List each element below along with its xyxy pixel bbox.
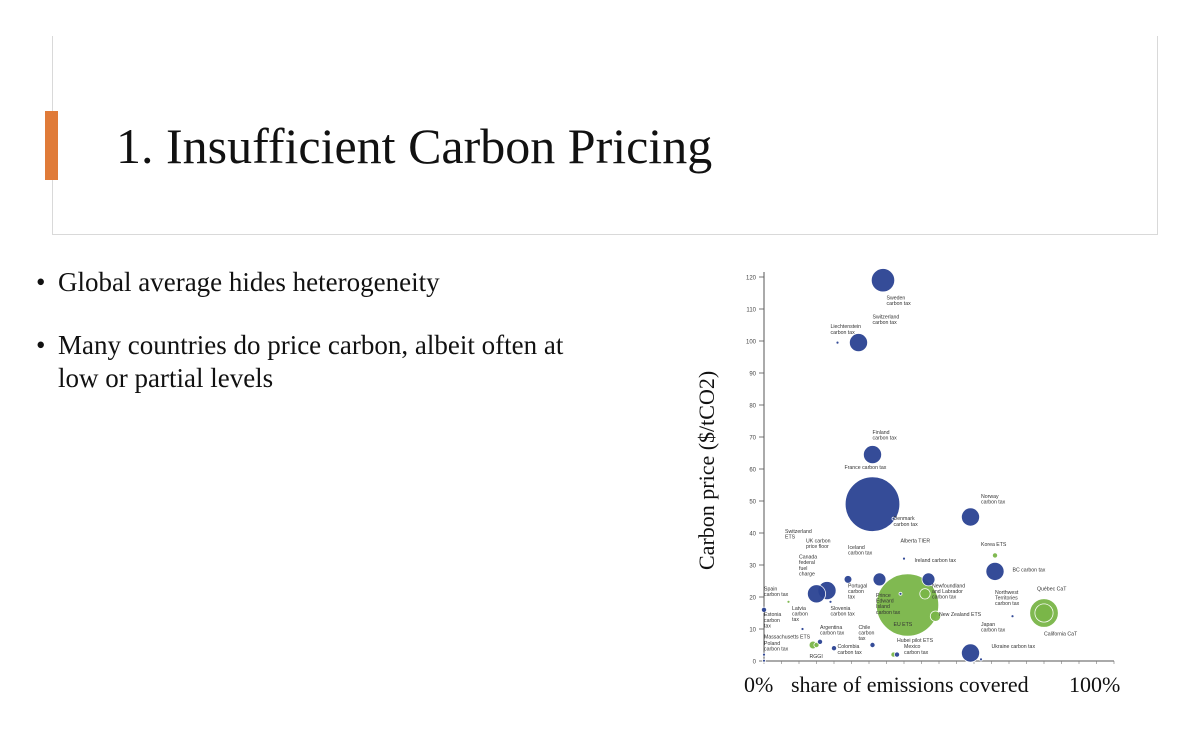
data-label: Liechtenstein carbon tax [831, 324, 862, 336]
data-point [817, 638, 824, 645]
slide-title: 1. Insufficient Carbon Pricing [116, 118, 713, 174]
y-tick-label: 60 [749, 468, 756, 474]
data-label: RGGI [810, 654, 823, 660]
data-label: BC carbon tax [1013, 567, 1046, 573]
data-label: UK carbon price floor [806, 539, 831, 551]
data-label: Hubei pilot ETS [897, 638, 934, 644]
y-tick-label: 110 [746, 308, 756, 314]
data-label: Estonia carbon tax [764, 612, 781, 629]
data-label: Argentina carbon tax [820, 625, 845, 637]
data-point [761, 606, 768, 613]
bullet-dot-icon: • [36, 267, 46, 297]
data-point [830, 645, 837, 652]
data-label: Iceland carbon tax [848, 545, 873, 557]
y-tick-label: 70 [749, 436, 756, 442]
y-tick-label: 50 [749, 500, 756, 506]
y-tick-label: 20 [749, 596, 756, 602]
data-point [929, 610, 942, 622]
data-point [844, 476, 901, 532]
data-point [1034, 603, 1054, 623]
data-point [800, 627, 805, 631]
y-tick-label: 120 [746, 276, 757, 282]
data-label: Québec CaT [1037, 587, 1067, 593]
data-point [979, 657, 983, 662]
data-point [960, 507, 980, 527]
data-label: Mexico carbon tax [904, 644, 929, 656]
title-accent-bar [45, 111, 58, 180]
data-point [902, 556, 906, 561]
data-point [807, 584, 827, 604]
data-point [828, 599, 833, 604]
data-label: Sweden carbon tax [887, 295, 912, 307]
data-label: EU ETS [894, 622, 913, 628]
data-label: California CaT [1044, 631, 1078, 637]
y-tick-label: 90 [749, 372, 756, 378]
data-label: Alberta TIER [901, 539, 931, 545]
y-tick-label: 40 [749, 532, 756, 538]
data-point [843, 575, 853, 584]
data-label: Japan carbon tax [981, 622, 1006, 634]
data-label: Korea ETS [981, 542, 1007, 548]
data-label: Slovenia carbon tax [831, 606, 856, 618]
y-tick-label: 100 [746, 340, 757, 346]
data-point [893, 651, 900, 658]
y-tick-label: 80 [749, 404, 756, 410]
data-label: Denmark carbon tax [894, 516, 919, 528]
data-label: Ukraine carbon tax [992, 644, 1036, 650]
data-label: Massachusetts ETS [764, 635, 811, 641]
bullet-dot-icon: • [36, 330, 46, 360]
data-point [762, 658, 766, 663]
y-tick-label: 30 [749, 564, 756, 570]
data-point [862, 445, 882, 465]
data-label: Norway carbon tax [981, 494, 1006, 506]
data-point [835, 340, 840, 345]
data-label: Canada federal fuel charge [799, 555, 817, 578]
data-point [898, 591, 903, 596]
data-label: Poland carbon tax [764, 641, 789, 653]
carbon-price-chart: Carbon price ($/tCO2) 0 10 20 30 40 50 60 70 80 9… [694, 262, 1130, 702]
y-tick-label: 10 [749, 628, 756, 634]
data-label: Latvia carbon tax [792, 606, 808, 623]
data-point [919, 588, 931, 600]
data-point [985, 561, 1005, 581]
x-axis-label-right: 100% [1069, 672, 1121, 697]
data-point [762, 652, 766, 657]
chart-canvas: 0 10 20 30 40 50 60 70 80 90 100 110 120 Sweden carbon… [746, 268, 1115, 666]
data-point [869, 641, 876, 648]
data-point [1010, 614, 1015, 619]
data-point [786, 599, 791, 604]
data-label: New Zealand ETS [939, 612, 982, 618]
data-label: Prince Edward Island carbon tax [876, 593, 901, 616]
data-point [848, 333, 868, 353]
bullet-text: Many countries do price carbon, albeit o… [58, 330, 564, 393]
data-point [921, 572, 936, 587]
data-label: Ireland carbon tax [915, 558, 957, 564]
data-label: Portugal carbon tax [848, 583, 867, 600]
bullet-list: • Global average hides heterogeneity • Man… [36, 266, 596, 395]
data-point [960, 643, 980, 663]
data-label: France carbon tax [845, 465, 887, 471]
data-point [991, 552, 998, 559]
data-label: Newfoundland and Labrador carbon tax [932, 583, 965, 600]
bullet-text: Global average hides heterogeneity [58, 267, 440, 297]
data-point [891, 516, 896, 521]
x-axis-label: share of emissions covered [791, 672, 1029, 697]
data-point [872, 572, 887, 587]
data-label: Chile carbon tax [859, 625, 875, 642]
bullet-item: • Global average hides heterogeneity [36, 266, 596, 299]
data-label: Switzerland carbon tax [873, 315, 900, 327]
data-label: Switzerland ETS [785, 529, 812, 541]
data-point [870, 268, 896, 293]
x-axis-label-left: 0% [744, 672, 774, 697]
y-tick-label: 0 [753, 660, 757, 666]
data-label: Finland carbon tax [873, 430, 898, 442]
bullet-item: • Many countries do price carbon, albeit … [36, 329, 596, 395]
data-label: Colombia carbon tax [838, 644, 863, 656]
data-label: Spain carbon tax [764, 587, 789, 599]
data-label: Northwest Territories carbon tax [995, 590, 1020, 607]
